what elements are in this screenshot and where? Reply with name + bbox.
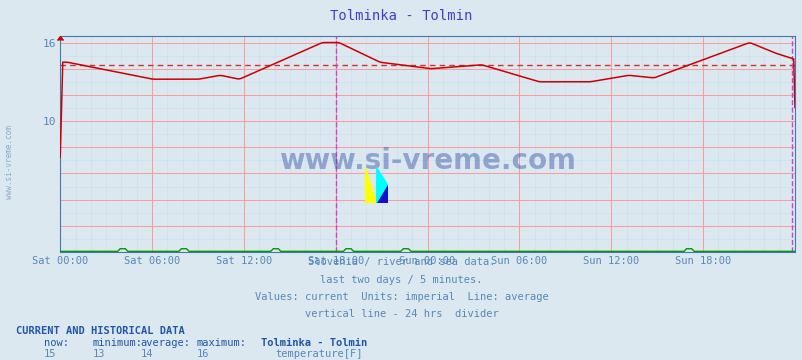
Text: last two days / 5 minutes.: last two days / 5 minutes. xyxy=(320,275,482,285)
Text: 13: 13 xyxy=(92,349,105,359)
Text: Slovenia / river and sea data.: Slovenia / river and sea data. xyxy=(307,257,495,267)
Text: Values: current  Units: imperial  Line: average: Values: current Units: imperial Line: av… xyxy=(254,292,548,302)
Text: maximum:: maximum: xyxy=(196,338,246,348)
Polygon shape xyxy=(376,185,387,203)
Text: www.si-vreme.com: www.si-vreme.com xyxy=(279,147,575,175)
Text: vertical line - 24 hrs  divider: vertical line - 24 hrs divider xyxy=(304,309,498,319)
Text: 15: 15 xyxy=(44,349,57,359)
Text: Tolminka - Tolmin: Tolminka - Tolmin xyxy=(330,9,472,23)
Text: Tolminka - Tolmin: Tolminka - Tolmin xyxy=(261,338,367,348)
Polygon shape xyxy=(376,167,387,203)
Text: now:: now: xyxy=(44,338,69,348)
Text: CURRENT AND HISTORICAL DATA: CURRENT AND HISTORICAL DATA xyxy=(16,326,184,336)
Text: temperature[F]: temperature[F] xyxy=(275,349,363,359)
Text: www.si-vreme.com: www.si-vreme.com xyxy=(5,125,14,199)
Text: 16: 16 xyxy=(196,349,209,359)
Text: 14: 14 xyxy=(140,349,153,359)
Text: average:: average: xyxy=(140,338,190,348)
Polygon shape xyxy=(365,167,376,203)
Text: minimum:: minimum: xyxy=(92,338,142,348)
